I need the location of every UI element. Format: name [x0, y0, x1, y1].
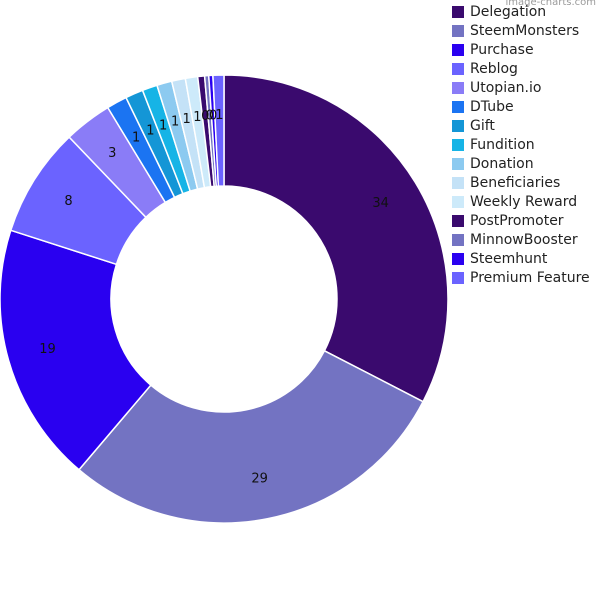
legend-swatch	[452, 176, 464, 189]
legend-label: Weekly Reward	[470, 193, 578, 210]
legend-item-utopian-io: Utopian.io	[452, 78, 590, 97]
slice-delegation	[223, 74, 449, 403]
legend-item-weekly-reward: Weekly Reward	[452, 192, 590, 211]
legend-item-minnowbooster: MinnowBooster	[452, 230, 590, 249]
legend-label: PostPromoter	[470, 212, 564, 229]
legend-swatch	[452, 24, 464, 37]
legend-item-reblog: Reblog	[452, 59, 590, 78]
legend-label: SteemMonsters	[470, 22, 580, 39]
legend-label: Steemhunt	[470, 250, 548, 267]
legend-item-steemmonsters: SteemMonsters	[452, 21, 590, 40]
slice-value-label: 0	[201, 109, 209, 124]
legend-item-delegation: Delegation	[452, 2, 590, 21]
legend-swatch	[452, 62, 464, 75]
legend-item-postpromoter: PostPromoter	[452, 211, 590, 230]
slice-value-label: 1	[183, 112, 191, 127]
legend-swatch	[452, 5, 464, 18]
legend-item-dtube: DTube	[452, 97, 590, 116]
slice-value-label: 1	[132, 130, 140, 145]
legend-item-beneficiaries: Beneficiaries	[452, 173, 590, 192]
legend-swatch	[452, 214, 464, 227]
legend-label: Beneficiaries	[470, 174, 561, 191]
legend-label: Delegation	[470, 3, 547, 20]
slice-premium-feature	[212, 74, 225, 187]
legend-label: DTube	[470, 98, 514, 115]
legend-item-premium-feature: Premium Feature	[452, 268, 590, 287]
legend-item-fundition: Fundition	[452, 135, 590, 154]
slice-value-label: 1	[171, 115, 179, 130]
legend-label: Gift	[470, 117, 495, 134]
legend-label: Fundition	[470, 136, 535, 153]
chart-legend: Delegation SteemMonsters Purchase Reblog Uto…	[452, 2, 590, 287]
legend-swatch	[452, 119, 464, 132]
legend-label: MinnowBooster	[470, 231, 578, 248]
legend-swatch	[452, 195, 464, 208]
legend-swatch	[452, 138, 464, 151]
legend-swatch	[452, 271, 464, 284]
legend-swatch	[452, 43, 464, 56]
legend-label: Premium Feature	[470, 269, 590, 286]
slice-value-label: 8	[64, 194, 72, 209]
slice-value-label: 3	[108, 146, 116, 161]
slice-value-label: 0	[209, 108, 217, 123]
legend-swatch	[452, 252, 464, 265]
legend-label: Donation	[470, 155, 534, 172]
legend-item-purchase: Purchase	[452, 40, 590, 59]
legend-swatch	[452, 81, 464, 94]
slice-value-label: 1	[193, 110, 201, 125]
slice-value-label: 1	[159, 118, 167, 133]
legend-item-steemhunt: Steemhunt	[452, 249, 590, 268]
slice-value-label: 0	[206, 109, 214, 124]
legend-label: Reblog	[470, 60, 518, 77]
slice-steemmonsters	[77, 349, 425, 524]
slice-value-label: 1	[146, 123, 154, 138]
slice-value-label: 19	[39, 342, 56, 357]
watermark-text: image-charts.com	[505, 0, 597, 8]
legend-label: Purchase	[470, 41, 534, 58]
slice-value-label: 34	[372, 196, 389, 211]
slice-value-label: 29	[251, 472, 268, 487]
legend-label: Utopian.io	[470, 79, 542, 96]
legend-item-donation: Donation	[452, 154, 590, 173]
legend-swatch	[452, 157, 464, 170]
legend-swatch	[452, 100, 464, 113]
slice-purchase	[0, 229, 152, 471]
legend-swatch	[452, 233, 464, 246]
slice-value-label: 1	[215, 108, 223, 123]
legend-item-gift: Gift	[452, 116, 590, 135]
